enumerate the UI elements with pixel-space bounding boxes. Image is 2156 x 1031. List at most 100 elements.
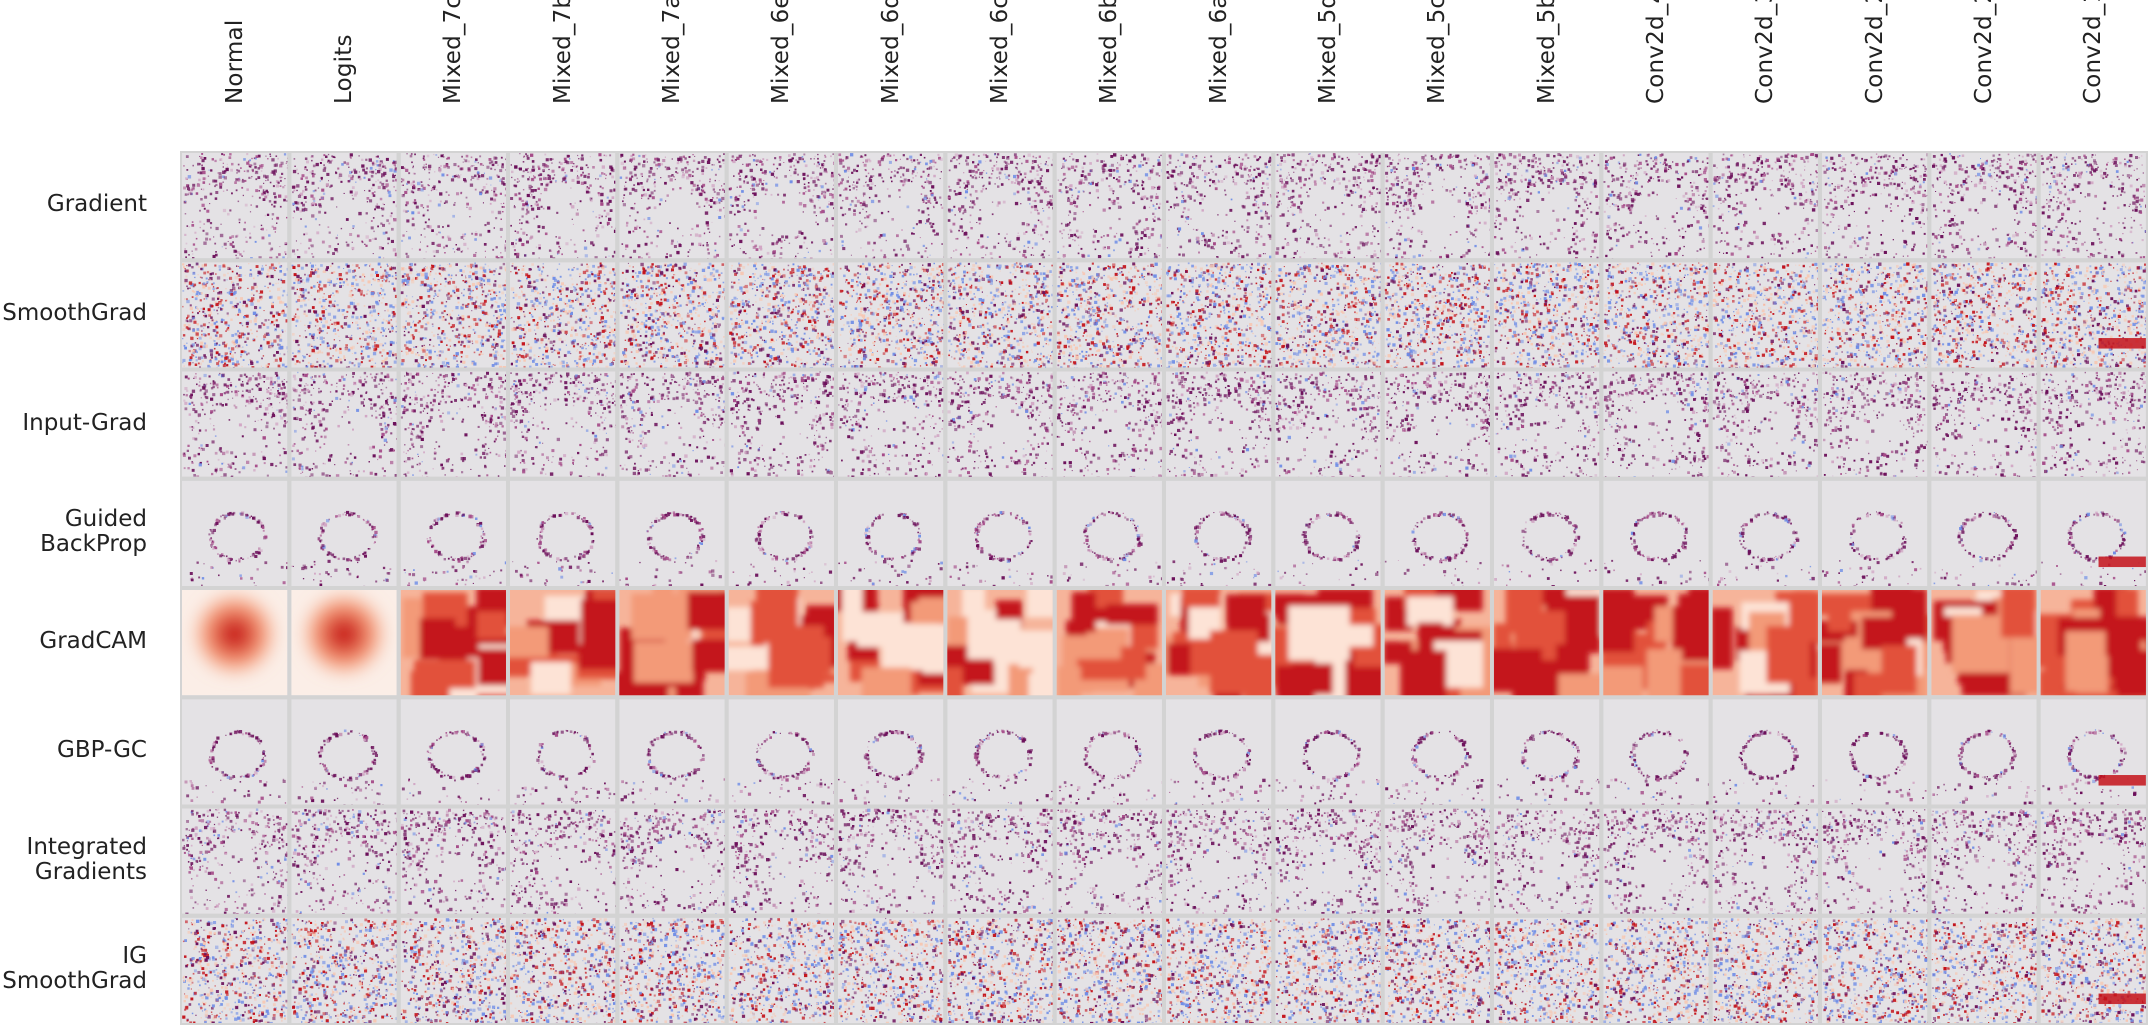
saliency-map-cell	[1603, 262, 1709, 368]
saliency-map-cell	[1165, 371, 1272, 477]
saliency-map-cell	[1384, 480, 1490, 586]
saliency-map-cell	[947, 808, 1053, 914]
saliency-map-cell	[619, 153, 725, 259]
saliency-map-cell	[291, 480, 397, 586]
saliency-map-cell	[400, 590, 506, 696]
saliency-map-cell	[1056, 262, 1162, 368]
saliency-map-cell	[947, 262, 1053, 368]
saliency-map-cell	[1821, 262, 1928, 368]
column-header: Mixed_7b	[548, 0, 578, 130]
saliency-map-cell	[291, 808, 397, 914]
row-header-line: BackProp	[0, 532, 147, 557]
saliency-map-cell	[1165, 480, 1272, 586]
saliency-map-cell	[1712, 917, 1818, 1023]
saliency-map-cell	[1931, 480, 2037, 586]
row-header: GradCAM	[0, 629, 147, 654]
saliency-map-cell	[1165, 262, 1272, 368]
column-header: Conv2d_2a	[1969, 0, 1999, 130]
row-header: Guided BackProp	[0, 507, 147, 557]
saliency-map-cell	[1165, 699, 1272, 805]
row-header: Input-Grad	[0, 410, 147, 436]
column-headers: Normal Logits Mixed_7c Mixed_7b Mixed_7a Mixe…	[0, 0, 2156, 150]
saliency-map-cell	[947, 480, 1053, 586]
row-header: Gradient	[0, 192, 147, 217]
column-header-label: Conv2d_2b	[1862, 0, 1888, 104]
saliency-map-cell	[619, 699, 725, 805]
saliency-map-cell	[1712, 590, 1818, 696]
saliency-map-cell	[1712, 808, 1818, 914]
column-header: Mixed_6b	[1094, 0, 1124, 130]
row-header-line: Gradients	[0, 860, 147, 885]
saliency-map-cell	[1493, 153, 1600, 259]
saliency-map-cell	[1493, 699, 1600, 805]
column-header-label: Mixed_5c	[1424, 0, 1450, 104]
saliency-map-cell	[2040, 917, 2146, 1023]
row-header: IG SmoothGrad	[0, 944, 147, 994]
saliency-map-cell	[1931, 808, 2037, 914]
saliency-map-cell	[837, 480, 944, 586]
saliency-map-cell	[400, 262, 506, 368]
saliency-map-cell	[1712, 262, 1818, 368]
saliency-map-cell	[1712, 699, 1818, 805]
column-header: Mixed_6d	[876, 0, 906, 130]
column-header: Mixed_6a	[1204, 0, 1234, 130]
column-header: Mixed_5b	[1532, 0, 1562, 130]
saliency-map-cell	[1275, 590, 1381, 696]
saliency-map-cell	[1493, 371, 1600, 477]
saliency-map-cell	[619, 480, 725, 586]
column-header: Conv2d_3b	[1750, 0, 1780, 130]
saliency-map-cell	[947, 153, 1053, 259]
saliency-map-cell	[1384, 153, 1490, 259]
row-header-line: GBP-GC	[0, 738, 147, 763]
column-header: Conv2d_1a	[2078, 0, 2108, 130]
saliency-map-cell	[1821, 699, 1928, 805]
saliency-map-cell	[728, 590, 834, 696]
saliency-map-cell	[2040, 699, 2146, 805]
column-header: Mixed_6c	[985, 0, 1015, 130]
saliency-map-cell	[1603, 917, 1709, 1023]
saliency-map-cell	[1821, 808, 1928, 914]
saliency-map-cell	[947, 590, 1053, 696]
column-header-label: Conv2d_2a	[1971, 0, 1997, 104]
saliency-map-cell	[1821, 917, 1928, 1023]
column-header-label: Conv2d_3b	[1752, 0, 1778, 104]
saliency-map-cell	[837, 262, 944, 368]
saliency-map-cell	[1384, 590, 1490, 696]
saliency-map-cell	[400, 808, 506, 914]
saliency-map-cell	[1603, 808, 1709, 914]
saliency-map-cell	[728, 699, 834, 805]
row-header: GBP-GC	[0, 738, 147, 763]
saliency-map-cell	[1384, 262, 1490, 368]
column-header-label: Mixed_7a	[659, 0, 685, 104]
saliency-map-cell	[837, 371, 944, 477]
row-header-line: Gradient	[0, 192, 147, 217]
column-header-label: Logits	[331, 34, 357, 104]
saliency-map-cell	[1275, 480, 1381, 586]
saliency-map-cell	[291, 153, 397, 259]
row-header-line: GradCAM	[0, 629, 147, 654]
saliency-map-cell	[2040, 808, 2146, 914]
saliency-map-cell	[182, 480, 288, 586]
saliency-map-cell	[291, 262, 397, 368]
column-header-label: Mixed_7b	[550, 0, 576, 104]
saliency-grid-svg	[182, 153, 2146, 1023]
saliency-map-cell	[2040, 480, 2146, 586]
saliency-map-cell	[1931, 699, 2037, 805]
saliency-map-cell	[1275, 153, 1381, 259]
saliency-map-cell	[1712, 153, 1818, 259]
saliency-map-cell	[1056, 917, 1162, 1023]
saliency-map-cell	[1165, 590, 1272, 696]
saliency-map-cell	[1384, 699, 1490, 805]
saliency-map-cell	[1931, 262, 2037, 368]
column-header: Conv2d_4a	[1641, 0, 1671, 130]
column-header-label: Mixed_6a	[1206, 0, 1232, 104]
saliency-map-cell	[1165, 153, 1272, 259]
saliency-map-cell	[1275, 262, 1381, 368]
row-header-line: Integrated	[0, 835, 147, 860]
saliency-map-cell	[1165, 808, 1272, 914]
saliency-map-cell	[1821, 371, 1928, 477]
saliency-map-cell	[1712, 371, 1818, 477]
column-header-label: Mixed_6b	[1096, 0, 1122, 104]
saliency-map-cell	[509, 153, 616, 259]
saliency-map-cell	[400, 480, 506, 586]
